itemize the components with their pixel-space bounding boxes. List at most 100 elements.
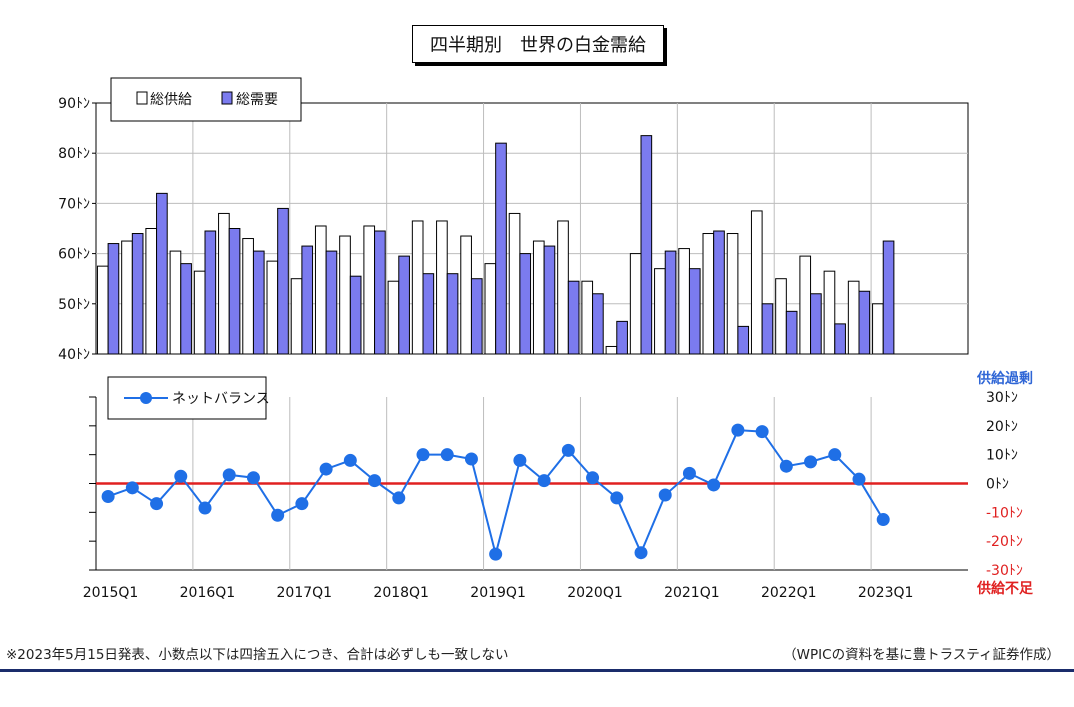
net-balance-point <box>634 546 648 560</box>
net-balance-point <box>440 448 454 462</box>
supply-bar <box>484 263 497 355</box>
supply-bar <box>702 233 715 355</box>
supply-bar <box>363 225 376 355</box>
demand-bar <box>374 230 386 355</box>
supply-bar <box>654 268 666 355</box>
net-balance-point <box>174 469 188 483</box>
demand-bar <box>785 310 798 355</box>
x-tick-label: 2021Q1 <box>664 585 720 601</box>
net-balance-point <box>125 481 139 495</box>
net-balance-point <box>876 513 890 527</box>
x-tick-label: 2020Q1 <box>567 585 623 601</box>
demand-bar <box>495 142 507 355</box>
demand-bar <box>543 245 556 355</box>
demand-bar <box>325 250 338 355</box>
footnote-right: （WPICの資料を基に豊トラスティ証券作成） <box>783 647 1060 663</box>
net-balance-point <box>319 462 333 476</box>
supply-bar <box>847 280 860 355</box>
supply-bar <box>290 278 303 355</box>
supply-bar <box>532 240 545 355</box>
net-balance-point <box>707 478 721 492</box>
x-tick-label: 2017Q1 <box>277 585 333 601</box>
bar-y-tick-label: 80ﾄﾝ <box>58 146 90 162</box>
bar-y-tick-label: 70ﾄﾝ <box>58 196 90 212</box>
net-balance-point <box>295 497 309 511</box>
deficit-label: 供給不足 <box>976 580 1034 597</box>
demand-bar <box>882 240 895 355</box>
supply-bar <box>387 280 400 355</box>
demand-bar <box>228 228 241 355</box>
bar-y-tick-label: 50ﾄﾝ <box>58 297 90 313</box>
bar-y-tick-label: 90ﾄﾝ <box>58 96 90 112</box>
supply-bar <box>121 240 133 355</box>
supply-bar <box>872 303 884 355</box>
demand-bar <box>616 320 628 355</box>
net-balance-point <box>101 489 115 503</box>
supply-bar <box>411 220 424 355</box>
supply-bar <box>266 260 279 355</box>
net-balance-point <box>779 459 793 473</box>
demand-bar <box>664 250 677 355</box>
demand-bar <box>156 192 168 355</box>
surplus-label: 供給過剰 <box>976 370 1033 387</box>
net-balance-point <box>828 448 842 462</box>
net-balance-point <box>586 471 600 485</box>
line-y-tick-label: -30ﾄﾝ <box>986 563 1023 579</box>
chart-canvas: 40ﾄﾝ 50ﾄﾝ 60ﾄﾝ 70ﾄﾝ 80ﾄﾝ 90ﾄﾝ 総供給 総需要 -30ﾄﾝ -20ﾄﾝ… <box>58 77 1034 601</box>
demand-bar <box>277 207 289 355</box>
supply-bar <box>314 225 327 355</box>
demand-bar <box>107 243 120 355</box>
demand-bar <box>131 233 144 355</box>
x-tick-label: 2016Q1 <box>180 585 236 601</box>
net-balance-point <box>392 491 406 505</box>
demand-bar <box>858 290 871 355</box>
demand-bar <box>470 278 483 355</box>
chart-title: 四半期別 世界の白金需給 <box>412 25 664 63</box>
demand-bar <box>567 280 580 355</box>
net-balance-point <box>561 443 575 457</box>
demand-bar <box>688 268 701 355</box>
supply-bar <box>339 235 351 355</box>
x-tick-label: 2022Q1 <box>761 585 817 601</box>
net-balance-point <box>658 488 672 502</box>
demand-bar <box>834 323 846 355</box>
demand-bar <box>713 230 725 355</box>
net-balance-point <box>513 453 527 467</box>
footnote-left: ※2023年5月15日発表、小数点以下は四捨五入につき、合計は必ずしも一致しない <box>6 647 509 663</box>
supply-bar <box>557 220 569 355</box>
bar-y-tick-label: 60ﾄﾝ <box>58 247 90 263</box>
legend-balance-label: ネットバランス <box>172 391 270 407</box>
supply-bar <box>726 233 739 355</box>
demand-bar <box>204 230 217 355</box>
supply-bar <box>242 238 254 355</box>
line-y-tick-label: -10ﾄﾝ <box>986 505 1023 521</box>
net-balance-point <box>198 501 212 515</box>
legend-supply-swatch <box>136 91 148 105</box>
supply-bar <box>145 228 158 355</box>
net-balance-point <box>271 508 285 522</box>
demand-bar <box>640 135 653 355</box>
supply-bar <box>775 278 787 355</box>
net-balance-point <box>368 474 382 488</box>
net-balance-point <box>731 423 745 437</box>
supply-bar <box>193 270 206 355</box>
demand-bar <box>180 263 192 355</box>
line-y-tick-label: 30ﾄﾝ <box>986 390 1018 406</box>
line-y-tick-label: -20ﾄﾝ <box>986 534 1023 550</box>
supply-bar <box>436 220 448 355</box>
net-balance-point <box>416 448 430 462</box>
supply-bar <box>218 212 230 355</box>
x-tick-label: 2023Q1 <box>858 585 914 601</box>
line-y-tick-label: 10ﾄﾝ <box>986 448 1018 464</box>
net-balance-point <box>246 471 260 485</box>
legend-demand-swatch <box>221 91 233 105</box>
supply-bar <box>629 253 642 355</box>
net-balance-point <box>610 491 624 505</box>
bottom-rule <box>0 669 1074 672</box>
legend-supply-label: 総供給 <box>150 92 192 108</box>
net-balance-point <box>489 547 503 561</box>
net-balance-point <box>804 455 818 469</box>
supply-bar <box>460 235 472 355</box>
bar-plot-area <box>95 102 969 355</box>
line-y-tick-label: 20ﾄﾝ <box>986 419 1018 435</box>
